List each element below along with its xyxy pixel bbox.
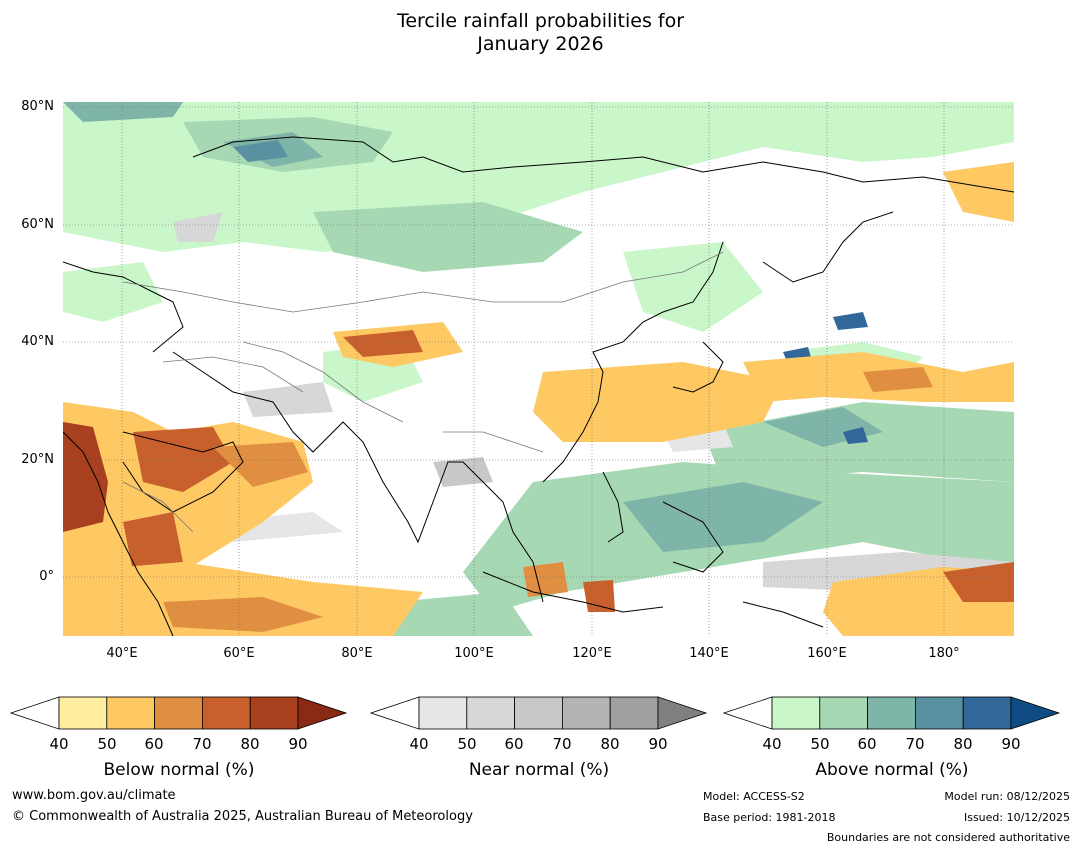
- footer-copyright: © Commonwealth of Australia 2025, Austra…: [12, 809, 473, 824]
- colorbar-label-below: Below normal (%): [103, 760, 255, 780]
- near-colorbar-under-triangle: [370, 696, 420, 730]
- below-colorbar-segment: [249, 696, 299, 730]
- lon-label-160e: 160°E: [807, 646, 847, 661]
- colorbar-label-above: Above normal (%): [815, 760, 969, 780]
- near-tick-40: 40: [409, 735, 429, 753]
- lon-label-180: 180°: [928, 646, 960, 661]
- below-tick-80: 80: [240, 735, 260, 753]
- lat-label-20n: 20°N: [21, 452, 54, 467]
- below-normal-fill: [63, 162, 1014, 636]
- above-colorbar-segment: [819, 696, 869, 730]
- below-tick-50: 50: [97, 735, 117, 753]
- footer-model: Model: ACCESS-S2: [703, 790, 805, 803]
- lon-label-140e: 140°E: [689, 646, 729, 661]
- below-tick-60: 60: [144, 735, 164, 753]
- below-colorbar-segment: [106, 696, 156, 730]
- map-canvas: [63, 102, 1014, 636]
- coastlines: [63, 136, 1014, 636]
- lon-label-40e: 40°E: [106, 646, 138, 661]
- lat-label-60n: 60°N: [21, 217, 54, 232]
- below-tick-70: 70: [192, 735, 212, 753]
- near-tick-50: 50: [457, 735, 477, 753]
- footer-issued: Issued: 10/12/2025: [963, 811, 1070, 824]
- above-colorbar-segment: [914, 696, 964, 730]
- below-tick-90: 90: [288, 735, 308, 753]
- near-colorbar-segment: [418, 696, 468, 730]
- above-tick-50: 50: [810, 735, 830, 753]
- footer-website[interactable]: www.bom.gov.au/climate: [12, 788, 176, 803]
- lon-label-60e: 60°E: [223, 646, 255, 661]
- title-line-1: Tercile rainfall probabilities for: [396, 10, 685, 32]
- above-tick-80: 80: [953, 735, 973, 753]
- near-colorbar-segment: [609, 696, 659, 730]
- below-colorbar-over-triangle: [297, 696, 348, 730]
- lat-label-40n: 40°N: [21, 334, 54, 349]
- above-colorbar-segment: [771, 696, 821, 730]
- above-tick-40: 40: [762, 735, 782, 753]
- near-colorbar-segment: [514, 696, 563, 730]
- above-colorbar-segment: [867, 696, 916, 730]
- colorbar-below-normal: [10, 696, 348, 730]
- chart-title: Tercile rainfall probabilities for Janua…: [0, 10, 1081, 56]
- above-colorbar-segment: [962, 696, 1012, 730]
- footer-base-period: Base period: 1981-2018: [703, 811, 836, 824]
- footer-model-run: Model run: 08/12/2025: [944, 790, 1070, 803]
- colorbar-above-segments: [723, 696, 1061, 730]
- colorbar-near-segments: [370, 696, 708, 730]
- below-colorbar-segment: [201, 696, 251, 730]
- lat-label-80n: 80°N: [21, 99, 54, 114]
- near-colorbar-segment: [561, 696, 611, 730]
- below-colorbar-segment: [154, 696, 203, 730]
- near-tick-80: 80: [600, 735, 620, 753]
- graticule: [63, 102, 1014, 636]
- below-tick-40: 40: [49, 735, 69, 753]
- probability-map: [63, 102, 1014, 636]
- below-colorbar-segment: [58, 696, 108, 730]
- title-line-2: January 2026: [477, 33, 604, 55]
- near-colorbar-over-triangle: [657, 696, 708, 730]
- country-boundaries: [122, 251, 724, 533]
- footer-boundaries-note: Boundaries are not considered authoritat…: [826, 831, 1070, 844]
- above-colorbar-under-triangle: [723, 696, 773, 730]
- near-tick-60: 60: [504, 735, 524, 753]
- colorbar-label-near: Near normal (%): [468, 760, 610, 780]
- near-tick-90: 90: [648, 735, 668, 753]
- colorbar-near-normal: [370, 696, 708, 730]
- above-tick-70: 70: [905, 735, 925, 753]
- lon-label-120e: 120°E: [572, 646, 612, 661]
- above-colorbar-over-triangle: [1010, 696, 1061, 730]
- lon-label-80e: 80°E: [341, 646, 373, 661]
- colorbar-above-normal: [723, 696, 1061, 730]
- lon-label-100e: 100°E: [454, 646, 494, 661]
- near-colorbar-segment: [466, 696, 516, 730]
- above-tick-90: 90: [1001, 735, 1021, 753]
- near-tick-70: 70: [552, 735, 572, 753]
- above-tick-60: 60: [857, 735, 877, 753]
- lat-label-0: 0°: [39, 569, 54, 584]
- below-colorbar-under-triangle: [10, 696, 60, 730]
- colorbar-below-segments: [10, 696, 348, 730]
